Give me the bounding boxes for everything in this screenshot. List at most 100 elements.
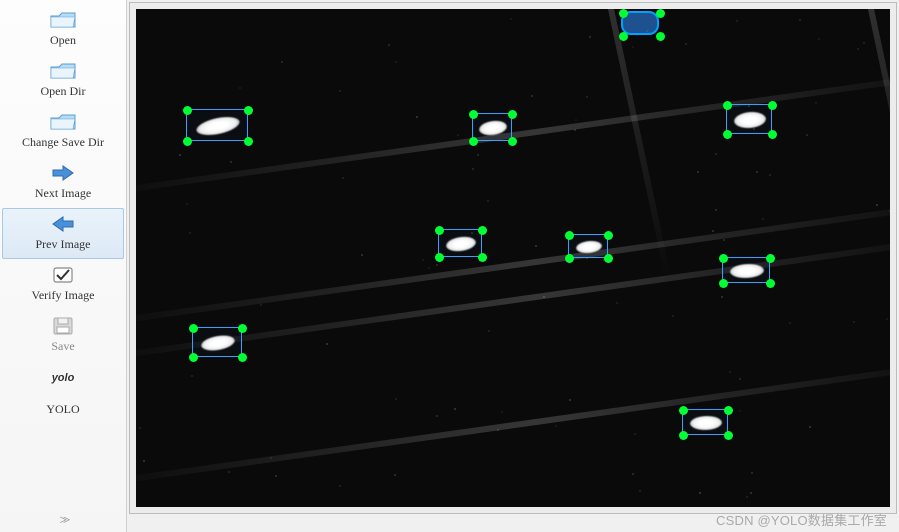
noise-speck: [889, 210, 890, 212]
noise-speck: [639, 490, 641, 492]
resize-handle[interactable]: [766, 279, 775, 288]
resize-handle[interactable]: [604, 231, 613, 240]
resize-handle[interactable]: [469, 110, 478, 119]
noise-speck: [342, 177, 344, 179]
bounding-box[interactable]: [186, 109, 248, 141]
noise-speck: [339, 485, 341, 487]
resize-handle[interactable]: [508, 110, 517, 119]
noise-speck: [769, 174, 771, 176]
noise-speck: [477, 154, 479, 156]
resize-handle[interactable]: [768, 130, 777, 139]
noise-speck: [186, 203, 188, 205]
noise-speck: [789, 322, 791, 324]
resize-handle[interactable]: [565, 231, 574, 240]
resize-handle[interactable]: [766, 254, 775, 263]
arrow-right-icon: [47, 162, 79, 184]
bounding-box[interactable]: [438, 229, 482, 257]
resize-handle[interactable]: [724, 431, 733, 440]
open-button[interactable]: Open: [2, 4, 124, 55]
bounding-box[interactable]: [192, 327, 242, 357]
folder-icon: [47, 111, 79, 133]
noise-speck: [388, 44, 390, 46]
resize-handle[interactable]: [719, 279, 728, 288]
annotation-canvas[interactable]: [129, 2, 897, 514]
noise-speck: [699, 492, 701, 494]
resize-handle[interactable]: [679, 431, 688, 440]
noise-speck: [497, 429, 499, 431]
resize-handle[interactable]: [238, 324, 247, 333]
noise-speck: [739, 378, 741, 380]
noise-speck: [501, 411, 503, 413]
bounding-box[interactable]: [682, 409, 728, 435]
noise-speck: [179, 154, 181, 156]
resize-handle[interactable]: [508, 137, 517, 146]
noise-speck: [857, 48, 859, 50]
resize-handle[interactable]: [435, 253, 444, 262]
resize-handle[interactable]: [723, 130, 732, 139]
prev-image-label: Prev Image: [36, 237, 91, 252]
resize-handle[interactable]: [238, 353, 247, 362]
open-label: Open: [50, 33, 76, 48]
resize-handle[interactable]: [719, 254, 728, 263]
noise-speck: [281, 61, 283, 63]
noise-speck: [815, 102, 817, 104]
radar-streak: [136, 231, 890, 362]
resize-handle[interactable]: [478, 253, 487, 262]
yolo-mode-button[interactable]: yolo: [2, 361, 124, 391]
resize-handle[interactable]: [565, 254, 574, 263]
save-button[interactable]: Save: [2, 310, 124, 361]
resize-handle[interactable]: [183, 137, 192, 146]
resize-handle[interactable]: [183, 106, 192, 115]
open-dir-button[interactable]: Open Dir: [2, 55, 124, 106]
resize-handle[interactable]: [723, 101, 732, 110]
resize-handle[interactable]: [244, 106, 253, 115]
resize-handle[interactable]: [244, 137, 253, 146]
resize-handle[interactable]: [469, 137, 478, 146]
noise-speck: [809, 426, 811, 428]
noise-speck: [715, 209, 717, 211]
check-icon: [47, 264, 79, 286]
resize-handle[interactable]: [604, 254, 613, 263]
noise-speck: [428, 267, 430, 269]
bounding-box[interactable]: [472, 113, 512, 141]
resize-handle[interactable]: [619, 32, 628, 41]
noise-speck: [750, 492, 752, 494]
ship-target: [200, 333, 236, 353]
noise-speck: [723, 239, 725, 241]
toolbar-overflow-icon[interactable]: >>: [0, 508, 126, 532]
verify-image-button[interactable]: Verify Image: [2, 259, 124, 310]
resize-handle[interactable]: [724, 406, 733, 415]
bounding-box[interactable]: [568, 234, 608, 258]
bounding-box[interactable]: [726, 104, 772, 134]
noise-speck: [436, 415, 438, 417]
resize-handle[interactable]: [189, 324, 198, 333]
resize-handle[interactable]: [619, 9, 628, 18]
noise-speck: [756, 171, 758, 173]
noise-speck: [586, 96, 588, 98]
resize-handle[interactable]: [478, 226, 487, 235]
noise-speck: [736, 20, 738, 22]
next-image-button[interactable]: Next Image: [2, 157, 124, 208]
next-image-label: Next Image: [35, 186, 91, 201]
resize-handle[interactable]: [768, 101, 777, 110]
noise-speck: [876, 204, 878, 206]
change-save-dir-button[interactable]: Change Save Dir: [2, 106, 124, 157]
noise-speck: [575, 119, 577, 121]
noise-speck: [685, 43, 687, 45]
noise-speck: [361, 254, 363, 256]
resize-handle[interactable]: [656, 9, 665, 18]
folder-icon: [47, 60, 79, 82]
bounding-box[interactable]: [621, 11, 659, 35]
yolo-label-button[interactable]: YOLO: [2, 391, 124, 424]
resize-handle[interactable]: [656, 32, 665, 41]
resize-handle[interactable]: [679, 406, 688, 415]
noise-speck: [715, 153, 717, 155]
noise-speck: [394, 474, 396, 476]
resize-handle[interactable]: [435, 226, 444, 235]
ship-target: [575, 240, 602, 255]
prev-image-button[interactable]: Prev Image: [2, 208, 124, 259]
change-save-dir-label: Change Save Dir: [22, 135, 104, 150]
bounding-box[interactable]: [722, 257, 770, 283]
noise-speck: [228, 471, 230, 473]
resize-handle[interactable]: [189, 353, 198, 362]
